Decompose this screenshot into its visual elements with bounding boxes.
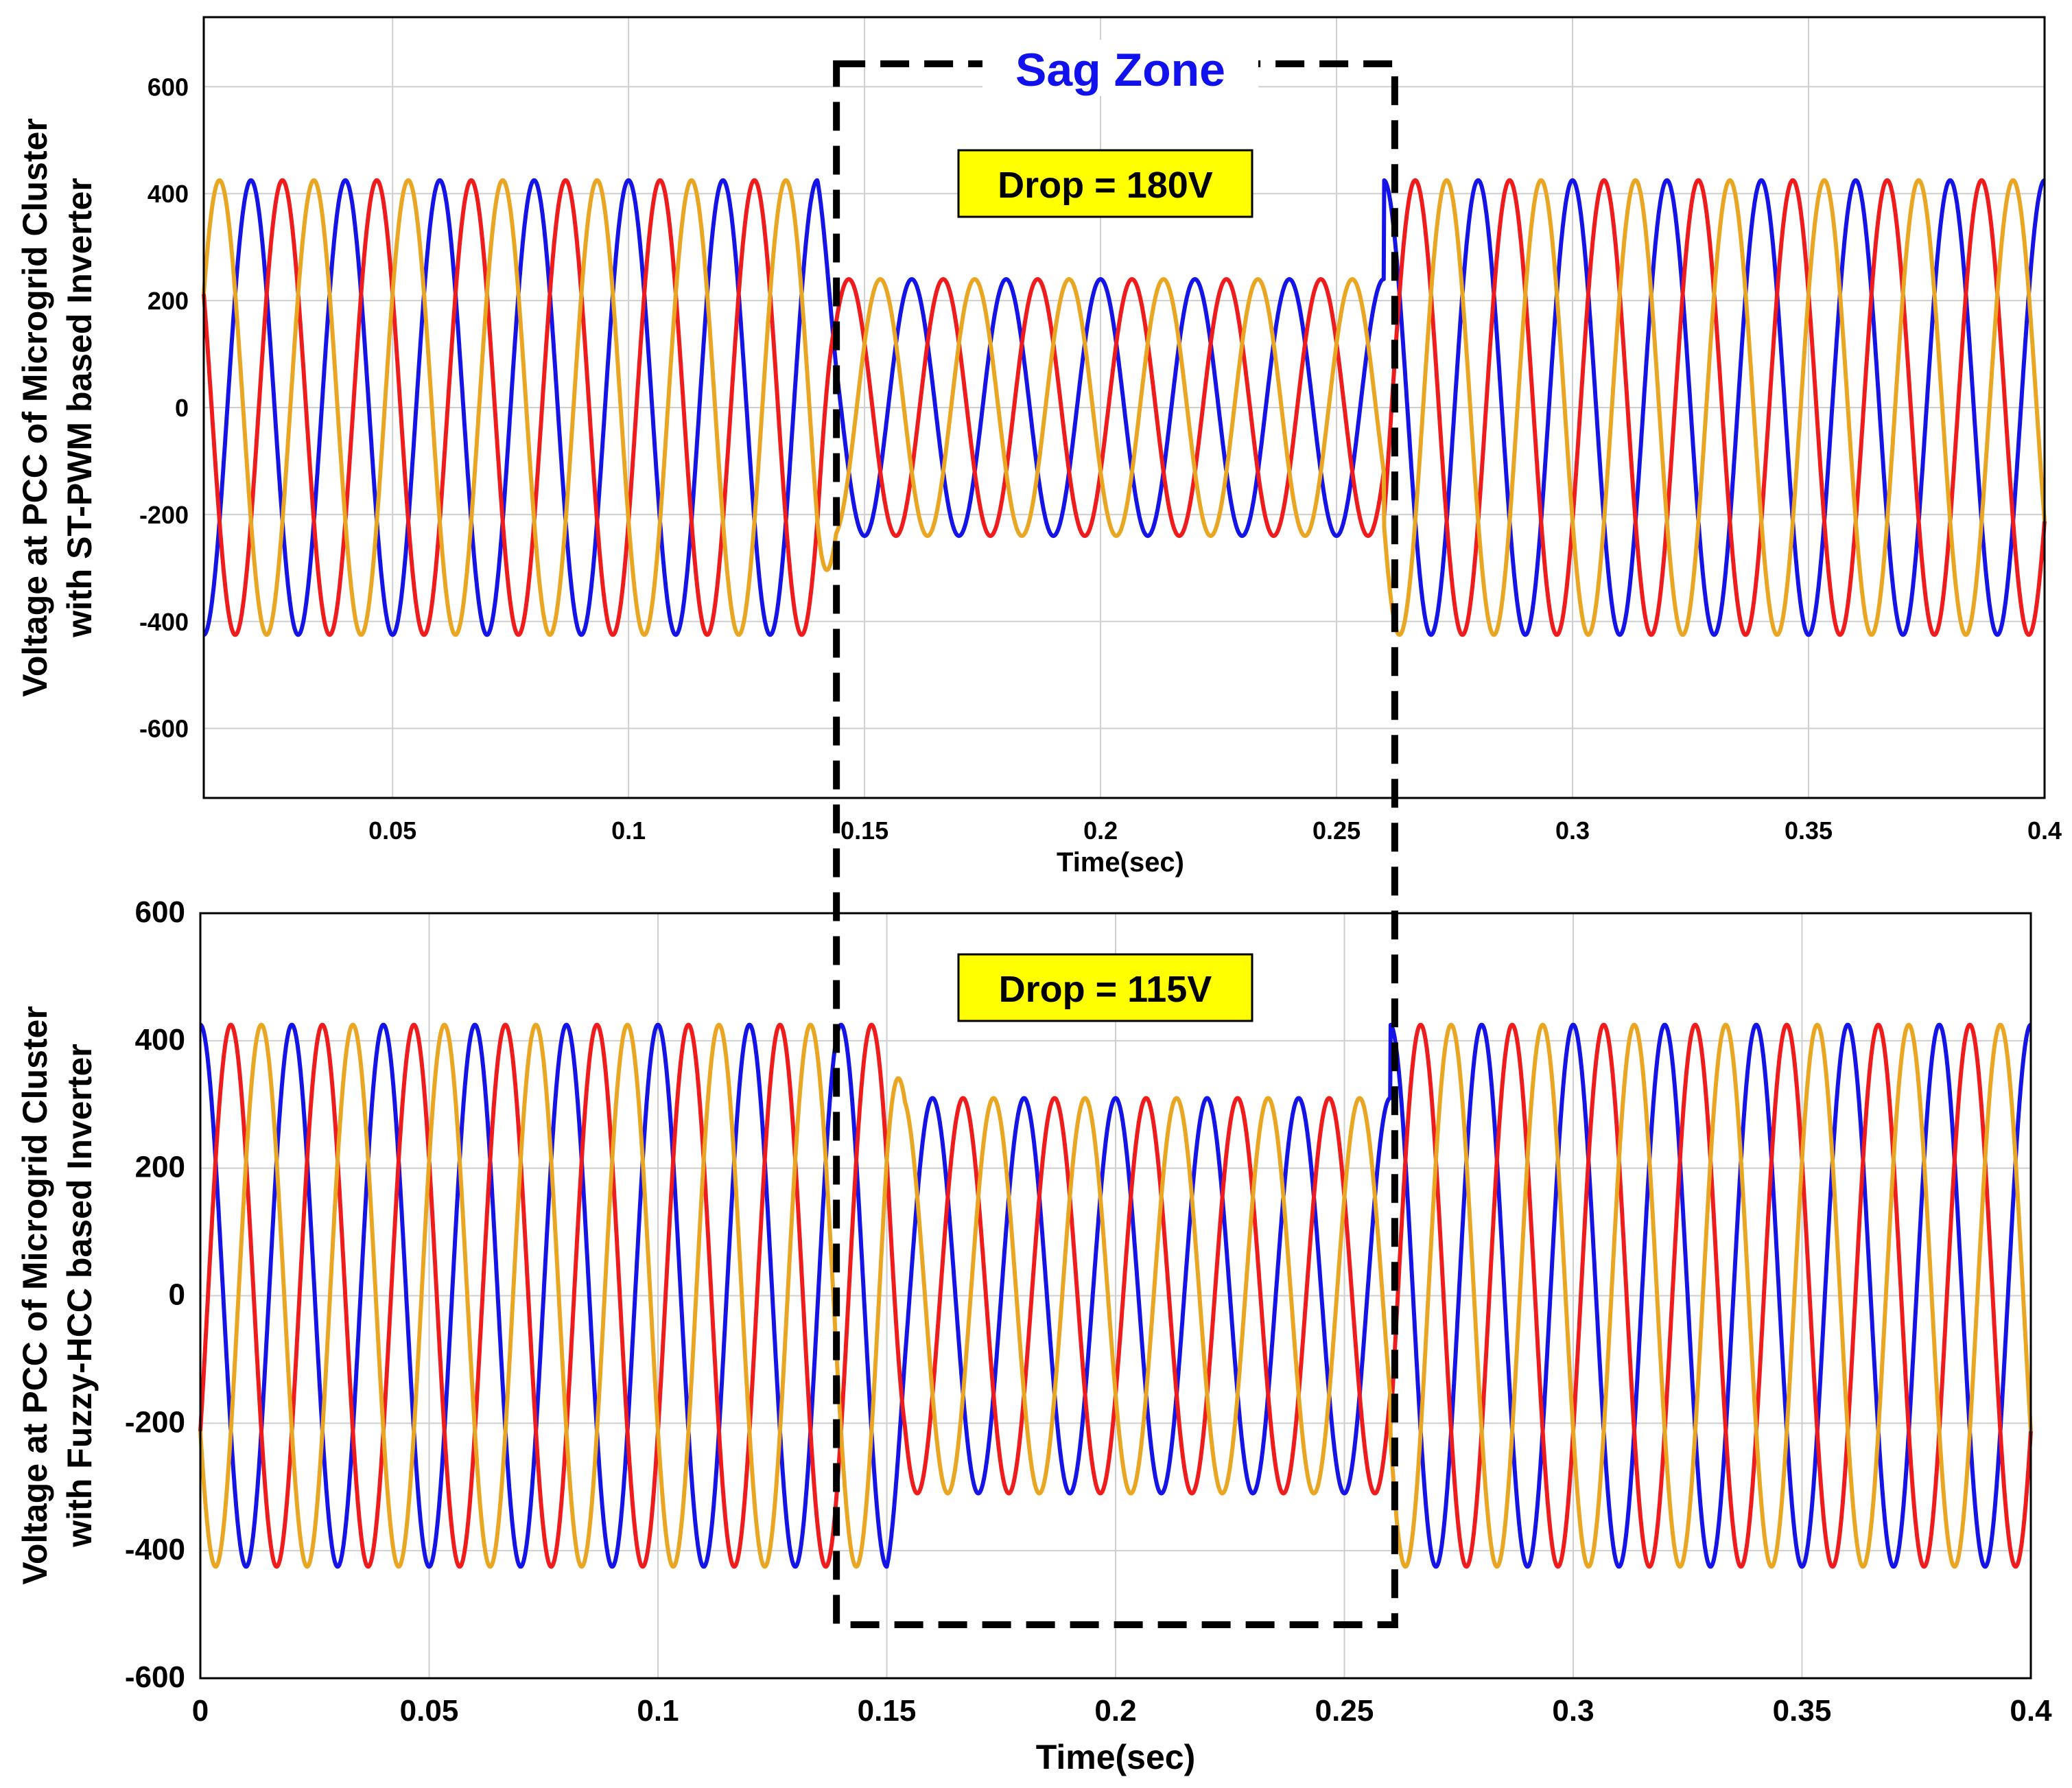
sag-zone: Sag Zone bbox=[833, 40, 1398, 1628]
chart-0-series-phase-b bbox=[202, 178, 2047, 637]
chart-1-x-tick-label: 0.35 bbox=[1773, 1694, 1832, 1728]
chart-1-x-tick-label: 0 bbox=[192, 1694, 209, 1728]
chart-1-x-tick-label: 0.15 bbox=[858, 1694, 917, 1728]
chart-bottom-series bbox=[198, 1022, 2033, 1569]
chart-top: 600 400 200 0 -200 -400 -600 0.05 0.1 0.15 0.2 0.2… bbox=[16, 16, 2062, 878]
chart-1-y-tick-label: -400 bbox=[125, 1533, 185, 1566]
sag-zone-label-bg bbox=[982, 40, 1258, 96]
chart-bottom-y-label-line2: with Fuzzy-HCC based Inverter bbox=[60, 1044, 99, 1547]
chart-top-annotation: Drop = 180V bbox=[957, 149, 1253, 218]
chart-1-y-tick-label: 400 bbox=[135, 1023, 185, 1057]
chart-0-series-phase-a bbox=[202, 178, 2047, 637]
chart-0-x-tick-label: 0.2 bbox=[1083, 816, 1118, 845]
chart-0-x-tick-label: 0.15 bbox=[840, 816, 888, 845]
chart-1-series-phase-c bbox=[198, 1022, 2033, 1569]
chart-1-y-tick-label: -200 bbox=[125, 1405, 185, 1439]
chart-bottom-y-ticks: 600 400 200 0 -200 -400 -600 bbox=[125, 895, 185, 1694]
chart-0-y-tick-label: 400 bbox=[148, 180, 189, 208]
chart-top-annotation-box bbox=[957, 149, 1253, 218]
chart-1-x-tick-label: 0.05 bbox=[400, 1694, 459, 1728]
chart-0-x-tick-label: 0.3 bbox=[1555, 816, 1590, 845]
chart-1-x-tick-label: 0.3 bbox=[1552, 1694, 1594, 1728]
chart-0-x-tick-label: 0.1 bbox=[611, 816, 646, 845]
chart-bottom-frame bbox=[199, 912, 2032, 1680]
sag-zone-label: Sag Zone bbox=[1015, 44, 1225, 96]
chart-0-y-tick-label: 200 bbox=[148, 287, 189, 315]
chart-1-x-tick-label: 0.4 bbox=[2010, 1694, 2052, 1728]
chart-0-y-tick-label: -200 bbox=[139, 501, 189, 529]
chart-0-x-tick-label: 0.05 bbox=[368, 816, 416, 845]
chart-1-y-tick-label: 0 bbox=[169, 1278, 185, 1312]
chart-0-x-tick-label: 0.35 bbox=[1785, 816, 1833, 845]
chart-bottom-annotation-text: Drop = 115V bbox=[999, 969, 1212, 1010]
chart-0-x-tick-label: 0.25 bbox=[1312, 816, 1361, 845]
chart-1-y-tick-label: 600 bbox=[135, 895, 185, 929]
chart-bottom-y-label-line1: Voltage at PCC of Microgrid Cluster bbox=[16, 1006, 54, 1585]
chart-top-annotation-text: Drop = 180V bbox=[998, 165, 1213, 206]
chart-1-y-tick-label: 200 bbox=[135, 1151, 185, 1184]
chart-1-y-tick-label: -600 bbox=[125, 1660, 185, 1694]
chart-top-y-ticks: 600 400 200 0 -200 -400 -600 bbox=[139, 73, 189, 742]
chart-0-series-phase-c bbox=[202, 178, 2047, 637]
chart-0-y-tick-label: -600 bbox=[139, 715, 189, 743]
chart-0-y-tick-label: 0 bbox=[175, 394, 189, 422]
chart-1-x-tick-label: 0.1 bbox=[637, 1694, 679, 1728]
chart-bottom-x-ticks: 0 0.05 0.1 0.15 0.2 0.25 0.3 0.35 0.4 bbox=[192, 1694, 2052, 1728]
chart-bottom-annotation: Drop = 115V bbox=[957, 953, 1253, 1022]
chart-1-x-tick-label: 0.2 bbox=[1094, 1694, 1136, 1728]
chart-1-x-tick-label: 0.25 bbox=[1315, 1694, 1374, 1728]
chart-top-x-label: Time(sec) bbox=[1057, 847, 1184, 878]
chart-0-y-tick-label: 600 bbox=[148, 73, 189, 101]
chart-bottom-x-label: Time(sec) bbox=[1036, 1738, 1196, 1776]
chart-bottom: 600 400 200 0 -200 -400 -600 0 0.05 0.1 0.15 0.2 0.… bbox=[16, 895, 2052, 1776]
chart-top-frame bbox=[202, 16, 2046, 799]
chart-top-x-ticks: 0.05 0.1 0.15 0.2 0.25 0.3 0.35 0.4 bbox=[368, 816, 2062, 845]
chart-top-y-label-line2: with ST-PWM based Inverter bbox=[60, 178, 99, 638]
chart-bottom-annotation-box bbox=[957, 953, 1253, 1022]
chart-top-series bbox=[202, 178, 2047, 637]
chart-0-y-tick-label: -400 bbox=[139, 608, 189, 636]
chart-0-x-tick-label: 0.4 bbox=[2027, 816, 2062, 845]
chart-top-y-label-line1: Voltage at PCC of Microgrid Cluster bbox=[16, 118, 54, 697]
